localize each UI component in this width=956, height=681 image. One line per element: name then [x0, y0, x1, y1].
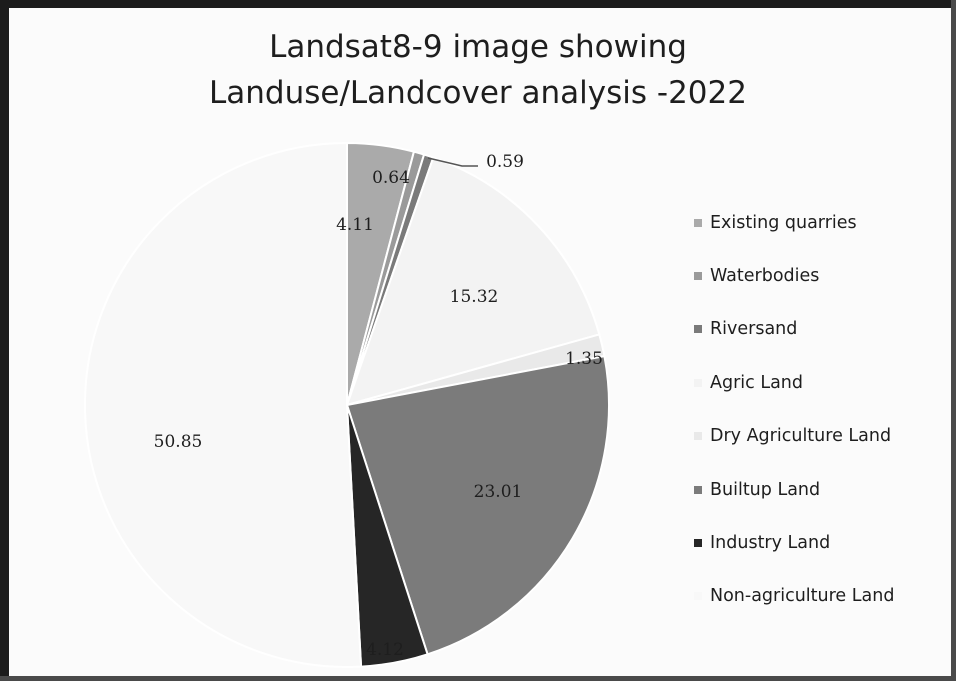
legend-label: Builtup Land [710, 479, 821, 500]
frame-border-left [0, 0, 9, 681]
legend-label: Existing quarries [710, 212, 857, 233]
pie-slice-non-agriculture-land [83, 141, 363, 668]
chart-title: Landsat8-9 image showing Landuse/Landcov… [0, 24, 956, 116]
legend-swatch [694, 539, 702, 548]
legend-swatch [694, 432, 702, 441]
chart-title-line-1: Landsat8-9 image showing [269, 29, 687, 65]
chart-title-line-2: Landuse/Landcover analysis -2022 [209, 75, 747, 111]
data-label: 4.12 [366, 640, 404, 660]
legend-label: Riversand [710, 319, 798, 340]
legend-swatch [694, 218, 702, 227]
frame-border-right [951, 0, 956, 681]
pie-slices [83, 141, 610, 668]
legend-swatch [694, 378, 702, 387]
frame-border-bottom [0, 676, 956, 681]
legend-swatch [694, 325, 702, 334]
legend-label: Non-agriculture Land [710, 586, 895, 607]
legend-label: Dry Agriculture Land [710, 426, 892, 447]
pie-data-labels: 4.11 0.64 0.59 15.32 1.35 23.01 4.12 50.85 [154, 152, 603, 660]
data-label: 0.59 [486, 152, 524, 172]
data-label: 23.01 [474, 482, 523, 502]
leader-line [427, 157, 478, 167]
legend-swatch [694, 485, 702, 494]
legend-item: Non-agriculture Land [694, 570, 950, 623]
legend-label: Waterbodies [710, 266, 820, 287]
legend-item: Builtup Land [694, 463, 950, 516]
legend-swatch [694, 272, 702, 281]
legend-item: Agric Land [694, 356, 950, 409]
chart-legend: Existing quarries Waterbodies Riversand … [694, 196, 950, 623]
legend-item: Industry Land [694, 516, 950, 569]
data-label: 1.35 [565, 349, 603, 369]
legend-item: Dry Agriculture Land [694, 410, 950, 463]
legend-swatch [694, 592, 702, 601]
data-label: 4.11 [336, 215, 374, 235]
legend-item: Existing quarries [694, 196, 950, 249]
legend-item: Waterbodies [694, 249, 950, 302]
data-label: 15.32 [450, 287, 499, 307]
pie-slice-builtup-land [345, 354, 610, 656]
pie-slice-agric-land [345, 156, 601, 407]
frame-border-top [0, 0, 956, 8]
data-label: 50.85 [154, 432, 203, 452]
legend-label: Agric Land [710, 372, 803, 393]
data-label: 0.64 [372, 168, 410, 188]
legend-label: Industry Land [710, 533, 831, 554]
legend-item: Riversand [694, 303, 950, 356]
